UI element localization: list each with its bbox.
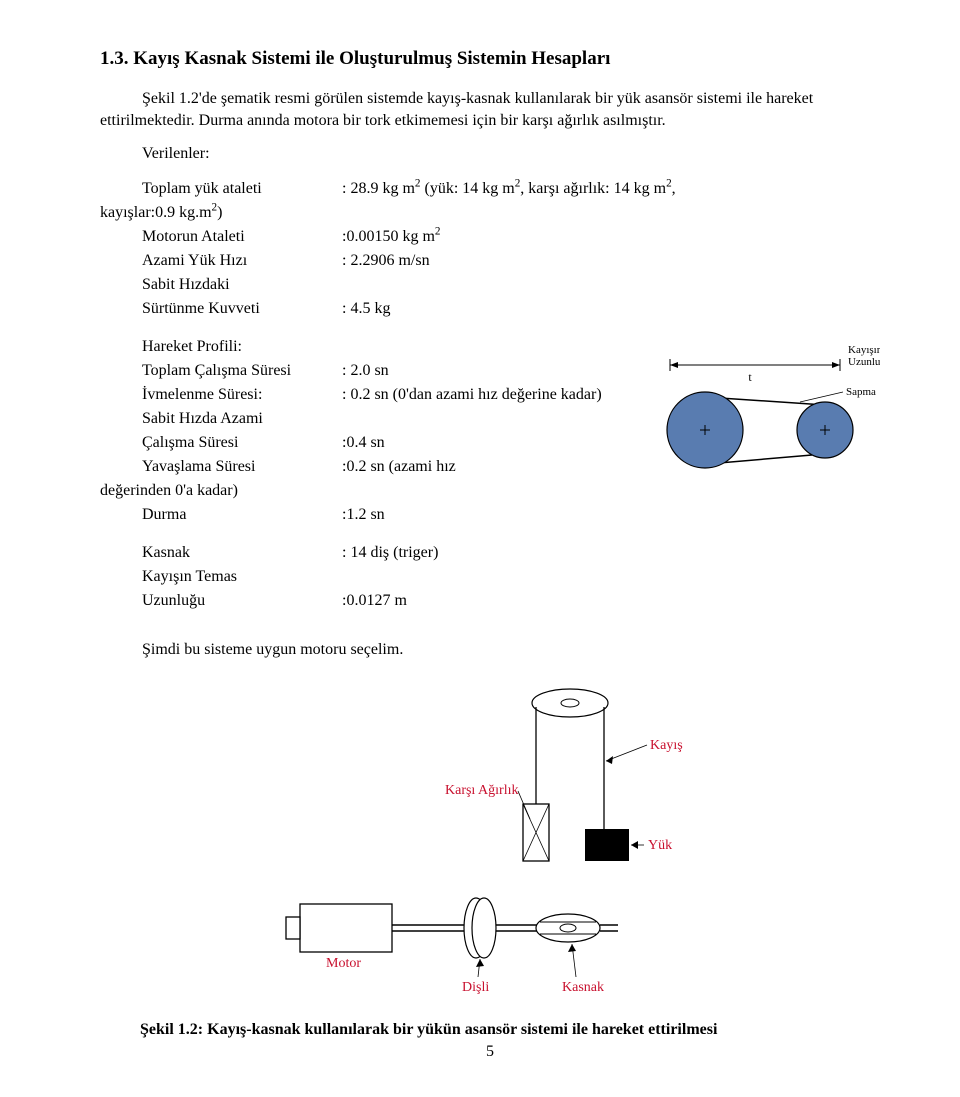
kv-durma: Durma :1.2 sn [100,503,636,527]
kv-key: kayışlar:0.9 kg.m2) [100,201,342,225]
kv-key: İvmelenme Süresi: [142,383,342,407]
profile-row: Hareket Profili: Toplam Çalışma Süresi :… [100,335,880,627]
kv-val: :0.2 sn (azami hız [342,455,636,479]
final-line: Şimdi bu sisteme uygun motoru seçelim. [100,641,880,659]
sapma-label: Sapma [846,386,876,398]
kv-val: : 4.5 kg [342,297,880,321]
figure-caption: Şekil 1.2: Kayış-kasnak kullanılarak bir… [140,1021,880,1039]
temas-label-2: Uzunluğu [848,356,880,368]
profile-left: Hareket Profili: Toplam Çalışma Süresi :… [100,335,636,627]
kayis-label: Kayış [650,738,683,753]
elevator-system-diagram: Kayış Karşı Ağırlık Yük Motor [240,669,740,1009]
disli-label: Dişli [462,980,489,995]
kv-key: değerinden 0'a kadar) [100,479,342,503]
temas-label-1: Kayışın Temas [848,344,880,356]
motor-icon [300,904,392,952]
kv-key: Hareket Profili: [142,335,342,359]
extra-block: Kasnak : 14 diş (triger) Kayışın Temas U… [100,541,636,613]
kv-val: : 0.2 sn (0'dan azami hız değerine kadar… [342,383,636,407]
karsi-agirlik-label: Karşı Ağırlık [445,783,519,798]
intro-paragraph: Şekil 1.2'de şematik resmi görülen siste… [100,88,880,131]
kv-key: Sabit Hızdaki [142,273,342,297]
kv-key: Kayışın Temas [142,565,342,589]
kv-val: : 2.2906 m/sn [342,249,880,273]
kv-kayis-temas-2: Uzunluğu :0.0127 m [100,589,636,613]
profile-block: Hareket Profili: Toplam Çalışma Süresi :… [100,335,636,527]
kv-val: : 14 diş (triger) [342,541,636,565]
yuk-label: Yük [648,838,672,853]
kv-ivmelenme: İvmelenme Süresi: : 0.2 sn (0'dan azami … [100,383,636,407]
kv-val: : 28.9 kg m2 (yük: 14 kg m2, karşı ağırl… [342,177,880,201]
kv-key: Sürtünme Kuvveti [142,297,342,321]
page: 1.3. Kayış Kasnak Sistemi ile Oluşturulm… [0,0,960,1097]
kv-key: Kasnak [142,541,342,565]
caption-lead: Şekil 1.2: [140,1021,203,1038]
kv-key: Azami Yük Hızı [142,249,342,273]
kv-motor-ataleti: Motorun Ataleti :0.00150 kg m2 [100,225,880,249]
motor-label: Motor [326,956,361,971]
kv-yavaslama-cont: değerinden 0'a kadar) [100,479,636,503]
kv-key: Motorun Ataleti [142,225,342,249]
kv-toplam-yuk-ataleti: Toplam yük ataleti : 28.9 kg m2 (yük: 14… [100,177,880,201]
kv-key: Toplam Çalışma Süresi [142,359,342,383]
kv-sabit-azami-1: Sabit Hızda Azami [100,407,636,431]
big-diagram-wrap: Kayış Karşı Ağırlık Yük Motor [100,669,880,1009]
kv-key: Uzunluğu [142,589,342,613]
kv-key: Durma [142,503,342,527]
kv-key: Toplam yük ataleti [142,177,342,201]
kv-val: :0.4 sn [342,431,636,455]
kv-sabit-azami-2: Çalışma Süresi :0.4 sn [100,431,636,455]
kv-toplam-calisma: Toplam Çalışma Süresi : 2.0 sn [100,359,636,383]
kv-yavaslama: Yavaşlama Süresi :0.2 sn (azami hız [100,455,636,479]
kv-toplam-yuk-ataleti-cont: kayışlar:0.9 kg.m2) [100,201,880,225]
kv-surtunme-kuvveti: Sürtünme Kuvveti : 4.5 kg [100,297,880,321]
page-number: 5 [100,1043,880,1061]
kv-val: :0.0127 m [342,589,636,613]
small-pulley-diagram: t Kayışın Temas Uzunluğu Sapma [650,335,880,475]
t-label: t [748,370,752,384]
kv-kasnak: Kasnak : 14 diş (triger) [100,541,636,565]
section-title: 1.3. Kayış Kasnak Sistemi ile Oluşturulm… [100,48,880,70]
given-block: Toplam yük ataleti : 28.9 kg m2 (yük: 14… [100,177,880,321]
kv-key: Çalışma Süresi [142,431,342,455]
caption-body: Kayış-kasnak kullanılarak bir yükün asan… [203,1021,717,1038]
load-icon [585,829,629,861]
kv-val: : 2.0 sn [342,359,636,383]
kv-val: :1.2 sn [342,503,636,527]
kv-azami-yuk-hizi: Azami Yük Hızı : 2.2906 m/sn [100,249,880,273]
kasnak-label: Kasnak [562,980,604,995]
verilenler-label: Verilenler: [100,145,880,163]
small-diagram-wrap: t Kayışın Temas Uzunluğu Sapma [650,335,880,480]
kv-sabit-hizdaki: Sabit Hızdaki [100,273,880,297]
kv-val: :0.00150 kg m2 [342,225,880,249]
kv-kayis-temas-1: Kayışın Temas [100,565,636,589]
kv-profile-heading: Hareket Profili: [100,335,636,359]
kv-key: Yavaşlama Süresi [142,455,342,479]
kv-key: Sabit Hızda Azami [142,407,342,431]
